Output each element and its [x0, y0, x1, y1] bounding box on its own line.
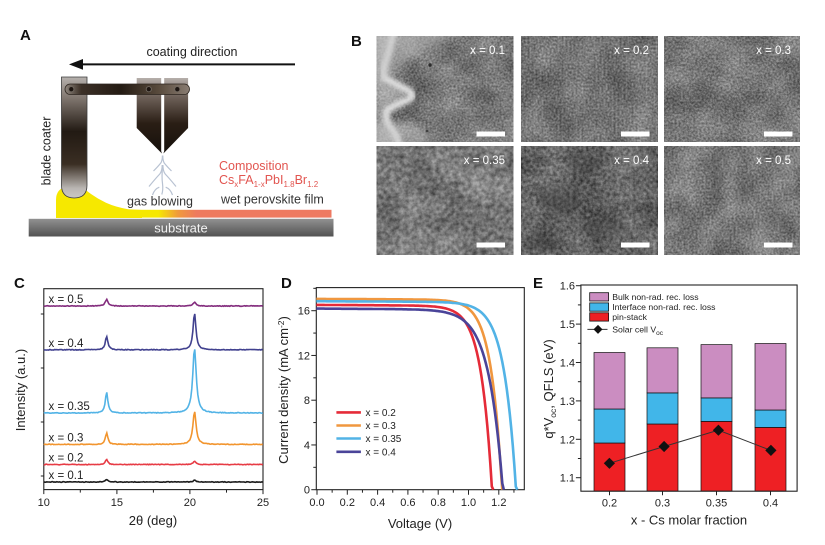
svg-text:0.0: 0.0: [309, 497, 324, 509]
svg-text:1.2: 1.2: [560, 434, 575, 446]
svg-text:16: 16: [298, 306, 310, 318]
svg-text:gas blowing: gas blowing: [127, 195, 193, 209]
svg-text:1.5: 1.5: [560, 319, 575, 331]
svg-text:pin-stack: pin-stack: [612, 312, 647, 322]
svg-text:10: 10: [38, 497, 50, 509]
svg-text:Intensity (a.u.): Intensity (a.u.): [13, 349, 28, 431]
svg-text:25: 25: [257, 497, 269, 509]
svg-text:1.2: 1.2: [491, 497, 506, 509]
svg-text:Current density (mA cm-2): Current density (mA cm-2): [276, 316, 291, 464]
svg-text:x = 0.2: x = 0.2: [614, 45, 649, 57]
svg-text:1.6: 1.6: [560, 281, 575, 293]
svg-text:0.4: 0.4: [370, 497, 385, 509]
svg-text:0.3: 0.3: [655, 498, 670, 510]
svg-text:x = 0.4: x = 0.4: [366, 447, 397, 458]
svg-text:Composition: Composition: [219, 159, 289, 173]
svg-text:1.4: 1.4: [560, 358, 575, 370]
svg-text:0: 0: [304, 485, 310, 497]
svg-text:x = 0.4: x = 0.4: [614, 155, 649, 167]
svg-text:2θ (deg): 2θ (deg): [129, 513, 177, 528]
svg-text:0.8: 0.8: [431, 497, 446, 509]
svg-text:x = 0.1: x = 0.1: [470, 45, 505, 57]
svg-text:x = 0.35: x = 0.35: [464, 155, 505, 167]
svg-text:D: D: [281, 275, 292, 292]
svg-text:C: C: [14, 275, 25, 292]
svg-text:Solar cell Voc: Solar cell Voc: [612, 325, 664, 338]
svg-text:0.35: 0.35: [706, 498, 727, 510]
svg-text:x = 0.5: x = 0.5: [49, 294, 84, 306]
svg-text:A: A: [20, 27, 31, 44]
svg-text:x = 0.1: x = 0.1: [49, 470, 84, 482]
svg-text:q*Voc, QFLS (eV): q*Voc, QFLS (eV): [541, 339, 558, 438]
svg-text:x = 0.3: x = 0.3: [366, 421, 397, 432]
svg-text:CsxFA1-xPbI1.8Br1.2: CsxFA1-xPbI1.8Br1.2: [219, 173, 319, 189]
svg-text:x = 0.35: x = 0.35: [49, 401, 90, 413]
svg-text:1.3: 1.3: [560, 396, 575, 408]
svg-text:15: 15: [111, 497, 123, 509]
svg-text:1.1: 1.1: [560, 473, 575, 485]
svg-text:1.0: 1.0: [461, 497, 476, 509]
svg-text:x = 0.35: x = 0.35: [366, 434, 402, 445]
svg-text:x = 0.3: x = 0.3: [49, 432, 84, 444]
svg-text:coating direction: coating direction: [146, 45, 237, 59]
svg-text:B: B: [351, 33, 362, 50]
svg-text:x = 0.2: x = 0.2: [366, 408, 397, 419]
svg-text:20: 20: [184, 497, 196, 509]
svg-text:0.2: 0.2: [602, 498, 617, 510]
svg-text:substrate: substrate: [154, 220, 207, 235]
svg-text:0.6: 0.6: [400, 497, 415, 509]
svg-text:x = 0.5: x = 0.5: [756, 155, 791, 167]
svg-text:0.2: 0.2: [340, 497, 355, 509]
svg-text:x - Cs molar fraction: x - Cs molar fraction: [631, 513, 747, 528]
svg-text:x = 0.3: x = 0.3: [756, 45, 791, 57]
svg-text:8: 8: [304, 395, 310, 407]
svg-text:E: E: [533, 275, 543, 292]
svg-text:Voltage (V): Voltage (V): [388, 516, 452, 531]
svg-text:blade coater: blade coater: [40, 117, 54, 186]
svg-text:0.4: 0.4: [763, 498, 778, 510]
svg-text:Bulk non-rad. rec. loss: Bulk non-rad. rec. loss: [612, 292, 699, 302]
svg-text:4: 4: [304, 440, 310, 452]
svg-text:x = 0.4: x = 0.4: [49, 338, 84, 350]
svg-text:wet perovskite film: wet perovskite film: [220, 193, 324, 207]
svg-text:x = 0.2: x = 0.2: [49, 453, 84, 465]
svg-text:Interface non-rad. rec. loss: Interface non-rad. rec. loss: [612, 302, 716, 312]
svg-text:12: 12: [298, 350, 310, 362]
